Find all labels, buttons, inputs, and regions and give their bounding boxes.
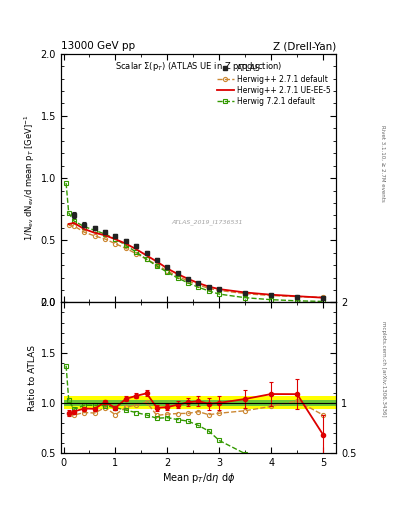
Text: mcplots.cern.ch [arXiv:1306.3436]: mcplots.cern.ch [arXiv:1306.3436] bbox=[381, 321, 386, 416]
X-axis label: Mean p$_T$/d$\eta$ d$\phi$: Mean p$_T$/d$\eta$ d$\phi$ bbox=[162, 471, 235, 485]
Text: ATLAS_2019_I1736531: ATLAS_2019_I1736531 bbox=[171, 219, 242, 225]
Text: Rivet 3.1.10, ≥ 2.7M events: Rivet 3.1.10, ≥ 2.7M events bbox=[381, 125, 386, 202]
Y-axis label: 1/N$_{\rm ev}$ dN$_{\rm ev}$/d mean p$_T$ [GeV]$^{-1}$: 1/N$_{\rm ev}$ dN$_{\rm ev}$/d mean p$_T… bbox=[22, 115, 37, 241]
Legend: ATLAS, Herwig++ 2.7.1 default, Herwig++ 2.7.1 UE-EE-5, Herwig 7.2.1 default: ATLAS, Herwig++ 2.7.1 default, Herwig++ … bbox=[215, 62, 332, 108]
Text: Scalar $\Sigma$(p$_T$) (ATLAS UE in Z production): Scalar $\Sigma$(p$_T$) (ATLAS UE in Z pr… bbox=[115, 60, 282, 73]
Text: Z (Drell-Yan): Z (Drell-Yan) bbox=[273, 41, 336, 51]
Y-axis label: Ratio to ATLAS: Ratio to ATLAS bbox=[28, 345, 37, 411]
Text: 13000 GeV pp: 13000 GeV pp bbox=[61, 41, 135, 51]
